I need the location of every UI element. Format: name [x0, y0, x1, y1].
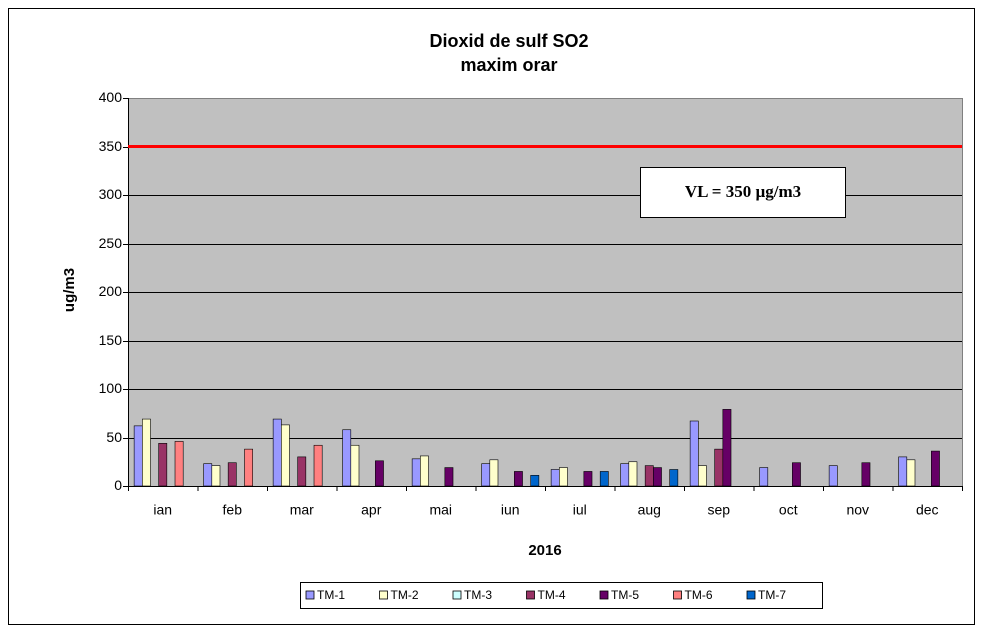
legend-swatch [526, 590, 535, 600]
x-tick-label: mai [429, 502, 452, 518]
annotation: VL = 350 µg/m3 [685, 182, 801, 201]
bar [244, 448, 253, 487]
legend-swatch [305, 590, 315, 600]
bar [133, 425, 143, 487]
bar [792, 462, 801, 487]
bar [313, 444, 323, 487]
bar [227, 462, 237, 487]
bar [444, 467, 454, 487]
bar [861, 462, 871, 487]
legend: TM-1 TM-2 TM-3 TM-4 TM-5 TM-6 TM-7 [305, 588, 786, 602]
y-tick-label: 350 [99, 138, 123, 154]
bar [174, 441, 184, 487]
bar [698, 465, 707, 487]
legend-label: TM-6 [685, 588, 713, 602]
bar [350, 444, 360, 487]
x-tick-label: ian [153, 502, 172, 518]
y-tick-label: 250 [99, 235, 123, 251]
x-tick-label: apr [361, 502, 382, 518]
bar [550, 469, 560, 487]
bar [583, 471, 593, 487]
bar [411, 458, 421, 487]
bar [653, 467, 662, 487]
x-tick-label: sep [707, 502, 730, 518]
grid [128, 98, 962, 487]
bar [722, 409, 732, 487]
annotation-box [640, 167, 846, 218]
x-tick-label: iun [501, 502, 520, 518]
x-tick-label: nov [846, 502, 869, 518]
legend-label: TM-7 [758, 588, 786, 602]
legend-swatch [599, 590, 609, 600]
legend-label: TM-3 [464, 588, 492, 602]
legend-swatch [452, 590, 462, 600]
bar [599, 471, 609, 487]
legend-swatch [673, 590, 682, 600]
x-tick-label: iul [573, 502, 587, 518]
bar [644, 465, 654, 487]
bar [559, 467, 568, 487]
bar [514, 471, 523, 487]
bar [906, 459, 916, 487]
bar [272, 418, 282, 487]
x-tick-label: oct [779, 502, 798, 518]
bar [281, 424, 290, 487]
bar [158, 443, 168, 487]
y-tick-label: 50 [106, 429, 122, 445]
y-tick-label: 150 [99, 332, 123, 348]
y-axis-label: ug/m3 [61, 268, 78, 312]
bar [342, 429, 352, 487]
bar [375, 460, 384, 487]
bar [931, 450, 940, 487]
y-tick-label: 100 [99, 380, 123, 396]
x-tick-label: mar [290, 502, 314, 518]
y-tick-label: 300 [99, 186, 123, 202]
chart-subtitle: maxim orar [460, 55, 557, 75]
y-tick-label: 400 [99, 89, 123, 105]
x-tick-label: dec [916, 502, 939, 518]
bar [714, 448, 724, 487]
bar [898, 456, 908, 487]
bar [297, 456, 307, 487]
bar [689, 420, 699, 487]
x-tick-label: feb [223, 502, 243, 518]
bar [142, 418, 151, 487]
bar [211, 465, 221, 487]
bar [828, 465, 838, 487]
legend-box [300, 582, 823, 609]
bar [759, 467, 769, 487]
bar [669, 469, 679, 487]
legend-label: TM-5 [611, 588, 639, 602]
y-tick-label: 0 [114, 477, 122, 493]
legend-label: TM-1 [317, 588, 345, 602]
bar [203, 463, 213, 487]
legend-label: TM-4 [538, 588, 566, 602]
bar [481, 463, 491, 487]
x-axis-label: 2016 [528, 542, 561, 559]
legend-label: TM-2 [391, 588, 419, 602]
bar [620, 463, 630, 487]
bar [530, 475, 540, 487]
bar [489, 459, 499, 487]
chart-title: Dioxid de sulf SO2 [429, 31, 588, 51]
bar [628, 461, 638, 487]
legend-swatch [379, 590, 388, 600]
y-tick-label: 200 [99, 283, 123, 299]
x-tick-label: aug [638, 502, 661, 518]
bar [420, 455, 429, 487]
legend-swatch [746, 590, 756, 600]
